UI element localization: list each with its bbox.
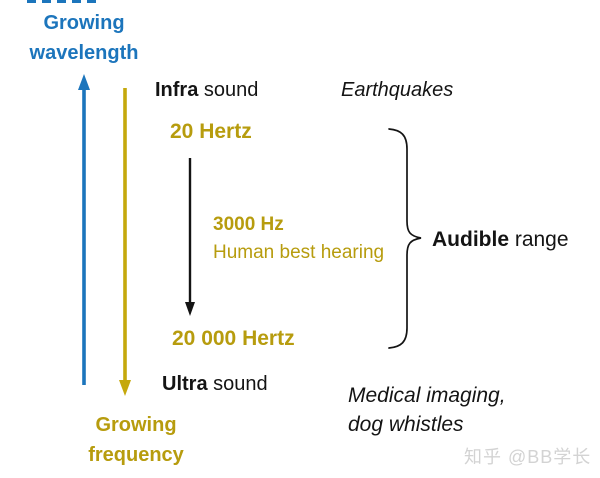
growing-frequency-label: Growing frequency xyxy=(56,410,216,470)
best-hearing-block: 3000 Hz Human best hearing xyxy=(213,211,384,267)
ultra-sound-bold: Ultra xyxy=(162,373,208,395)
infra-sound-label: Infra sound xyxy=(155,78,258,102)
best-hearing-3000hz: 3000 Hz xyxy=(213,214,284,235)
ultra-sound-label: Ultra sound xyxy=(162,372,268,396)
wavelength-up-arrow xyxy=(78,74,90,385)
ultra-examples-block: Medical imaging, dog whistles xyxy=(348,381,506,439)
ultra-example-line1: Medical imaging, xyxy=(348,384,506,407)
audible-range-brace xyxy=(388,128,422,349)
zhihu-watermark: 知乎 @BB学长 xyxy=(464,447,592,467)
audible-range-label: Audible range xyxy=(432,227,569,252)
audible-range-bold: Audible xyxy=(432,228,509,251)
earthquakes-label: Earthquakes xyxy=(341,79,454,101)
cropped-text-fragment xyxy=(27,0,97,3)
audible-range-rest: range xyxy=(509,228,569,251)
growing-wavelength-line1: Growing xyxy=(43,12,125,34)
infra-to-ultra-arrow xyxy=(185,158,195,316)
growing-frequency-line1: Growing xyxy=(95,414,177,436)
growing-frequency-line2: frequency xyxy=(88,444,184,466)
growing-wavelength-label: Growing wavelength xyxy=(4,8,164,68)
ultra-example-line2: dog whistles xyxy=(348,413,464,436)
frequency-down-arrow xyxy=(119,88,131,396)
infra-sound-bold: Infra xyxy=(155,79,199,101)
infra-sound-rest: sound xyxy=(198,79,259,101)
upper-bound-20000hz-label: 20 000 Hertz xyxy=(172,327,295,350)
growing-wavelength-line2: wavelength xyxy=(29,42,139,64)
ultra-sound-rest: sound xyxy=(207,373,268,395)
lower-bound-20hz-label: 20 Hertz xyxy=(170,120,252,143)
best-hearing-caption: Human best hearing xyxy=(213,242,385,263)
